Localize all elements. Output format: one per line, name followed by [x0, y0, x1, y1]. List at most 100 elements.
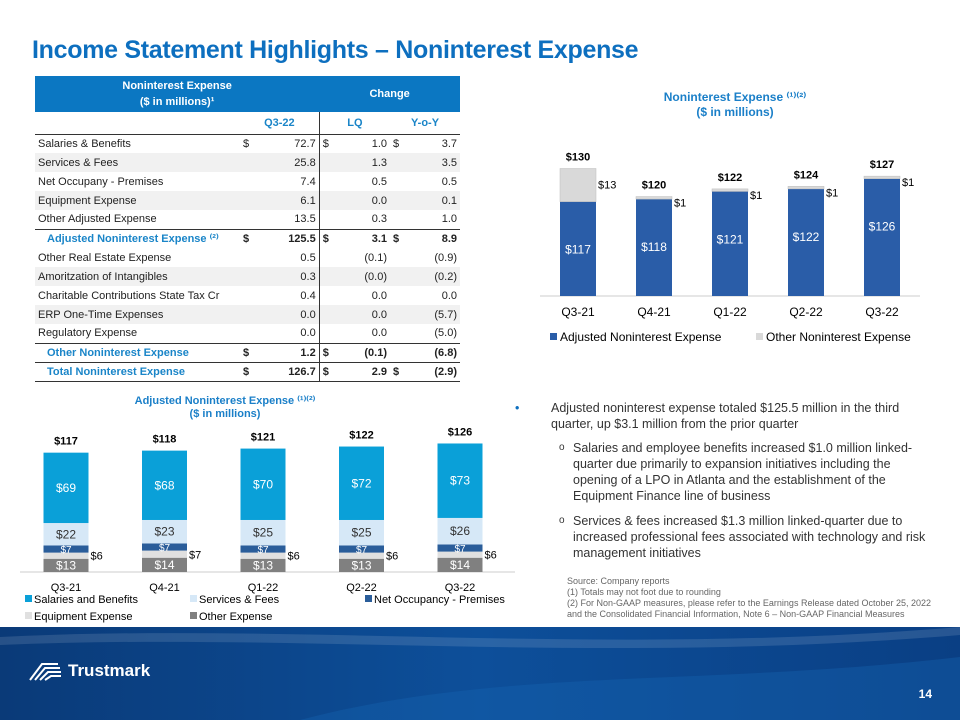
noninterest-expense-chart: Noninterest Expense ⁽¹⁾⁽²⁾($ in millions… — [540, 90, 920, 344]
bar-label-adjusted: $117 — [565, 243, 591, 257]
table-row: Services & Fees 25.8 1.3 3.5 — [35, 153, 460, 172]
cell-lq: 1.0 — [371, 137, 388, 150]
bar-label-adjusted: $118 — [641, 240, 667, 254]
cell-d1 — [240, 153, 261, 172]
cell-d1: $ — [240, 361, 261, 382]
cell-yoy: 0.1 — [410, 191, 460, 210]
bar-segment — [142, 543, 187, 551]
cell-d2 — [318, 210, 341, 229]
trustmark-logo-icon — [29, 663, 61, 681]
table-row: Net Occupany - Premises 7.4 0.5 0.5 — [35, 172, 460, 191]
bar-segment — [43, 545, 89, 553]
bullet-main: Adjusted noninterest expense totaled $12… — [515, 400, 930, 432]
legend-label: Other Noninterest Expense — [766, 330, 911, 344]
bar-segment — [43, 452, 89, 524]
cell-d3 — [390, 286, 411, 305]
table-row: Total Noninterest Expense $126.7 $2.9 $ (2.9… — [35, 361, 460, 382]
cell-label: Services & Fees — [35, 153, 240, 172]
cell-d1 — [240, 324, 261, 343]
cell-d1 — [240, 172, 261, 191]
cell-d3: $ — [390, 228, 411, 248]
cell-q: 0.4 — [300, 289, 316, 302]
table-row: Other Noninterest Expense $1.2 $ (0.1) (6.8) — [35, 342, 460, 362]
cell-q: 126.7 — [260, 361, 320, 382]
bar-segment — [240, 545, 286, 553]
page-title: Income Statement Highlights – Noninteres… — [32, 36, 639, 64]
bar-label-other: $1 — [750, 190, 762, 202]
bar-label: $13 — [253, 558, 273, 572]
bar-label: $7 — [454, 544, 466, 555]
cell-d1 — [240, 305, 261, 324]
bar-label: $13 — [351, 558, 371, 572]
bar-label: $6 — [91, 551, 103, 563]
bar-label: $23 — [154, 525, 174, 539]
bar-label: $7 — [159, 543, 171, 554]
cell-d2 — [318, 172, 341, 191]
total-label: $118 — [153, 434, 177, 446]
bar-label: $7 — [356, 545, 368, 556]
total-label: $122 — [718, 172, 742, 184]
total-label: $121 — [251, 432, 275, 444]
cell-lq: 2.9 — [340, 361, 391, 382]
cell-lq: (0.1) — [364, 251, 388, 264]
cell-d3 — [390, 342, 411, 362]
bar-label: $6 — [485, 550, 497, 562]
legend-swatch — [25, 595, 32, 602]
bar-segment — [339, 545, 384, 553]
table-row: Salaries & Benefits $72.7 $1.0 $3.7 — [35, 134, 460, 153]
bar-segment — [240, 552, 286, 559]
table-header-change: Change — [319, 76, 460, 112]
adjusted-noninterest-expense-chart: Adjusted Noninterest Expense ⁽¹⁾⁽²⁾($ in… — [20, 395, 515, 623]
cell-q: 0.3 — [260, 267, 320, 286]
x-tick-label: Q2-22 — [789, 305, 823, 319]
x-tick-label: Q3-22 — [445, 582, 476, 594]
cell-yoy: (0.2) — [410, 267, 460, 286]
cell-d2: $ — [318, 361, 341, 382]
bar-segment — [240, 558, 286, 572]
cell-d2 — [318, 286, 341, 305]
cell-d2 — [318, 324, 341, 343]
cell-d2: $ — [318, 134, 341, 153]
cell-yoy: (5.7) — [410, 305, 460, 324]
footer-band: Trustmark 14 — [0, 627, 960, 720]
cell-d2 — [318, 267, 341, 286]
cell-d3 — [390, 191, 411, 210]
chart-subtitle: ($ in millions) — [696, 105, 773, 119]
cell-d3 — [390, 210, 411, 229]
cell-d3: $ — [390, 361, 411, 382]
bar-label-other: $1 — [826, 187, 838, 199]
legend-swatch — [756, 333, 763, 340]
cell-d2 — [318, 248, 341, 267]
bar-segment — [437, 544, 483, 552]
legend-swatch — [550, 333, 557, 340]
bar-label: $6 — [386, 551, 398, 563]
cell-q: 7.4 — [300, 175, 316, 188]
chart-subtitle: ($ in millions) — [190, 408, 261, 420]
legend-swatch — [25, 612, 32, 619]
bullet-sub: o Salaries and employee benefits increase… — [559, 441, 913, 503]
bar-segment — [142, 557, 187, 572]
bar-adjusted — [712, 191, 748, 296]
legend-label: Services & Fees — [199, 594, 280, 606]
cell-label: Charitable Contributions State Tax Cr — [38, 289, 220, 302]
cell-d3 — [390, 305, 411, 324]
bar-label-other: $1 — [674, 198, 686, 210]
bar-segment — [437, 551, 483, 558]
cell-d1 — [240, 210, 261, 229]
table-header-title: Noninterest Expense ($ in millions)¹ — [35, 76, 320, 112]
bar-adjusted — [864, 178, 900, 296]
footnote: (2) For Non-GAAP measures, please refer … — [567, 598, 932, 608]
bar-segment — [43, 552, 89, 559]
table-row: Other Real Estate Expense 0.5 (0.1) (0.9) — [35, 248, 460, 267]
footnote: (1) Totals may not foot due to rounding — [567, 587, 721, 597]
cell-lq: 0.3 — [371, 213, 388, 226]
footnotes: Source: Company reports (1) Totals may n… — [567, 576, 931, 620]
bar-label-other: $1 — [902, 177, 914, 189]
cell-q: 125.5 — [260, 228, 320, 248]
cell-d1 — [240, 191, 261, 210]
col-yoy: Y-o-Y — [390, 112, 460, 135]
cell-d1: $ — [240, 342, 261, 362]
x-tick-label: Q3-21 — [51, 582, 82, 594]
cell-d2 — [318, 305, 341, 324]
bar-label: $72 — [351, 476, 371, 490]
